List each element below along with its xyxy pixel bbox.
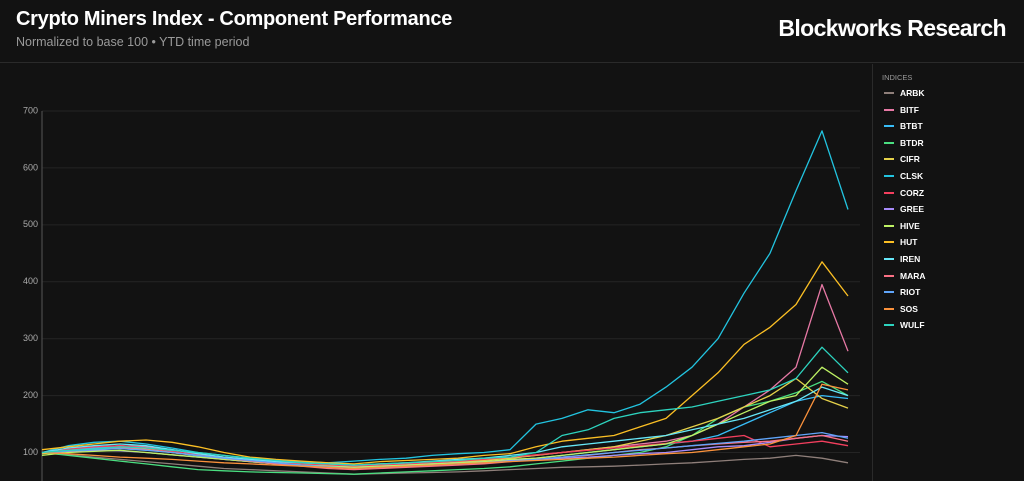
y-tick-label: 400 bbox=[23, 276, 38, 286]
legend: INDICES ARBK BITF BTBT BTDR CIFR CLSK CORZ GREE… bbox=[872, 64, 1024, 481]
series-line bbox=[41, 394, 849, 468]
series-line bbox=[41, 383, 849, 470]
legend-entry[interactable]: HUT bbox=[884, 236, 917, 248]
legend-swatch bbox=[884, 175, 894, 177]
series-line bbox=[41, 261, 849, 465]
legend-swatch bbox=[884, 92, 894, 94]
legend-label: RIOT bbox=[900, 287, 921, 298]
plot: 100 200 300 400 500 600 700 bbox=[23, 105, 860, 481]
legend-label: BTBT bbox=[900, 121, 923, 132]
legend-label: IREN bbox=[900, 254, 921, 264]
legend-entry[interactable]: HIVE bbox=[884, 220, 920, 232]
header: Crypto Miners Index - Component Performa… bbox=[0, 0, 1024, 63]
legend-swatch bbox=[884, 324, 894, 327]
legend-entry[interactable]: RIOT bbox=[884, 286, 920, 298]
chart-subtitle: Normalized to base 100 • YTD time period bbox=[16, 35, 250, 49]
legend-entry[interactable]: ARBK bbox=[884, 87, 925, 99]
legend-swatch bbox=[884, 241, 894, 244]
legend-entry[interactable]: IREN bbox=[884, 253, 920, 265]
legend-label: SOS bbox=[900, 303, 918, 314]
legend-entry[interactable]: MARA bbox=[884, 270, 926, 282]
legend-label: CIFR bbox=[900, 154, 920, 165]
legend-swatch bbox=[884, 158, 894, 161]
legend-swatch bbox=[884, 108, 894, 111]
series-line bbox=[41, 451, 849, 475]
legend-label: CORZ bbox=[900, 187, 925, 198]
series-line bbox=[41, 346, 849, 466]
legend-label: BITF bbox=[900, 104, 919, 115]
legend-label: MARA bbox=[900, 270, 926, 281]
legend-label: ARBK bbox=[900, 88, 925, 98]
legend-label: HIVE bbox=[900, 220, 920, 231]
legend-entry[interactable]: WULF bbox=[884, 319, 925, 331]
series-line bbox=[41, 366, 849, 468]
y-tick-label: 500 bbox=[23, 219, 38, 229]
legend-label: GREE bbox=[900, 204, 925, 215]
legend-entry[interactable]: BITF bbox=[884, 104, 919, 116]
legend-entry[interactable]: BTBT bbox=[884, 120, 923, 132]
series-line bbox=[41, 130, 849, 464]
legend-swatch bbox=[884, 307, 894, 310]
legend-entry[interactable]: CLSK bbox=[884, 170, 923, 182]
legend-entry[interactable]: SOS bbox=[884, 303, 918, 315]
legend-swatch bbox=[884, 141, 894, 144]
y-tick-label: 100 bbox=[23, 447, 38, 457]
legend-entry[interactable]: CIFR bbox=[884, 153, 920, 165]
legend-swatch bbox=[884, 191, 894, 194]
chart-title: Crypto Miners Index - Component Performa… bbox=[16, 8, 453, 30]
legend-title: INDICES bbox=[882, 73, 913, 82]
y-tick-label: 700 bbox=[23, 105, 38, 115]
legend-swatch bbox=[884, 274, 894, 277]
series-line bbox=[41, 283, 849, 468]
legend-swatch bbox=[884, 224, 894, 227]
series-line bbox=[41, 380, 849, 475]
legend-label: HUT bbox=[900, 237, 918, 248]
legend-label: BTDR bbox=[900, 137, 924, 148]
brand: Blockworks Research bbox=[778, 15, 1006, 41]
legend-label: WULF bbox=[900, 320, 925, 331]
y-tick-label: 200 bbox=[23, 390, 38, 400]
legend-label: CLSK bbox=[900, 171, 924, 181]
y-tick-label: 300 bbox=[23, 333, 38, 343]
y-tick-label: 600 bbox=[23, 162, 38, 172]
legend-entry[interactable]: GREE bbox=[884, 203, 924, 215]
legend-entry[interactable]: CORZ bbox=[884, 187, 924, 199]
legend-swatch bbox=[884, 125, 894, 128]
legend-swatch bbox=[884, 208, 894, 211]
series-line bbox=[41, 434, 849, 467]
legend-swatch bbox=[884, 258, 894, 260]
legend-swatch bbox=[884, 291, 894, 294]
legend-entry[interactable]: BTDR bbox=[884, 137, 924, 149]
